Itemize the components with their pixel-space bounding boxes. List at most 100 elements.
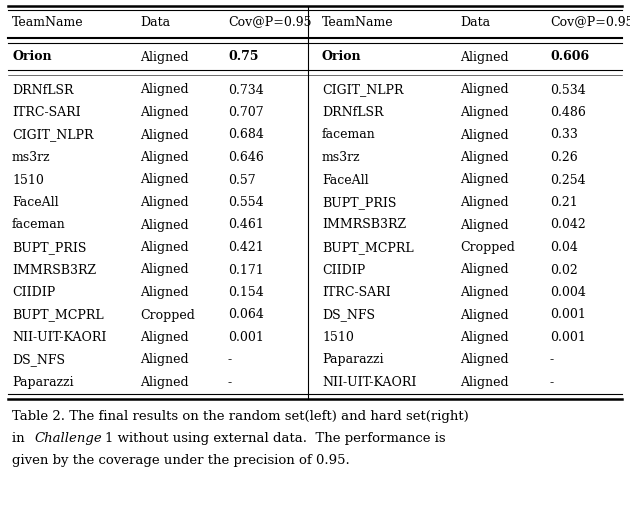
Text: DS_NFS: DS_NFS xyxy=(322,308,375,321)
Text: 0.646: 0.646 xyxy=(228,151,264,164)
Text: Aligned: Aligned xyxy=(140,331,188,344)
Text: 1 without using external data.  The performance is: 1 without using external data. The perfo… xyxy=(105,432,445,445)
Text: 0.004: 0.004 xyxy=(550,286,586,299)
Text: Data: Data xyxy=(460,16,490,29)
Text: FaceAll: FaceAll xyxy=(322,174,369,187)
Text: -: - xyxy=(550,354,554,367)
Text: Aligned: Aligned xyxy=(140,106,188,119)
Text: 1510: 1510 xyxy=(12,174,44,187)
Text: Aligned: Aligned xyxy=(460,106,508,119)
Text: FaceAll: FaceAll xyxy=(12,196,59,209)
Text: Aligned: Aligned xyxy=(140,264,188,277)
Text: 0.461: 0.461 xyxy=(228,218,264,231)
Text: IMMRSB3RZ: IMMRSB3RZ xyxy=(12,264,96,277)
Text: 0.21: 0.21 xyxy=(550,196,578,209)
Text: Paparazzi: Paparazzi xyxy=(322,354,384,367)
Text: 0.26: 0.26 xyxy=(550,151,578,164)
Text: CIGIT_NLPR: CIGIT_NLPR xyxy=(322,84,403,97)
Text: Aligned: Aligned xyxy=(460,376,508,389)
Text: IMMRSB3RZ: IMMRSB3RZ xyxy=(322,218,406,231)
Text: Aligned: Aligned xyxy=(140,196,188,209)
Text: Aligned: Aligned xyxy=(460,354,508,367)
Text: 0.75: 0.75 xyxy=(228,50,258,63)
Text: Aligned: Aligned xyxy=(140,128,188,141)
Text: 0.606: 0.606 xyxy=(550,50,589,63)
Text: Aligned: Aligned xyxy=(460,151,508,164)
Text: ms3rz: ms3rz xyxy=(322,151,360,164)
Text: DRNfLSR: DRNfLSR xyxy=(322,106,384,119)
Text: Table 2. The final results on the random set(left) and hard set(right): Table 2. The final results on the random… xyxy=(12,410,469,423)
Text: Aligned: Aligned xyxy=(140,218,188,231)
Text: ITRC-SARI: ITRC-SARI xyxy=(322,286,391,299)
Text: in: in xyxy=(12,432,29,445)
Text: 0.254: 0.254 xyxy=(550,174,586,187)
Text: TeamName: TeamName xyxy=(12,16,84,29)
Text: 0.154: 0.154 xyxy=(228,286,264,299)
Text: DRNfLSR: DRNfLSR xyxy=(12,84,74,97)
Text: 0.707: 0.707 xyxy=(228,106,263,119)
Text: CIIDIP: CIIDIP xyxy=(12,286,55,299)
Text: 0.534: 0.534 xyxy=(550,84,586,97)
Text: NII-UIT-KAORI: NII-UIT-KAORI xyxy=(322,376,416,389)
Text: 0.57: 0.57 xyxy=(228,174,256,187)
Text: Challenge: Challenge xyxy=(34,432,102,445)
Text: Aligned: Aligned xyxy=(140,376,188,389)
Text: Aligned: Aligned xyxy=(460,196,508,209)
Text: 0.684: 0.684 xyxy=(228,128,264,141)
Text: Cropped: Cropped xyxy=(140,308,195,321)
Text: 0.001: 0.001 xyxy=(228,331,264,344)
Text: faceman: faceman xyxy=(322,128,375,141)
Text: DS_NFS: DS_NFS xyxy=(12,354,65,367)
Text: CIGIT_NLPR: CIGIT_NLPR xyxy=(12,128,93,141)
Text: 0.02: 0.02 xyxy=(550,264,578,277)
Text: Cropped: Cropped xyxy=(460,241,515,254)
Text: -: - xyxy=(550,376,554,389)
Text: 1510: 1510 xyxy=(322,331,354,344)
Text: faceman: faceman xyxy=(12,218,66,231)
Text: ms3rz: ms3rz xyxy=(12,151,50,164)
Text: ITRC-SARI: ITRC-SARI xyxy=(12,106,81,119)
Text: Orion: Orion xyxy=(12,50,52,63)
Text: Cov@P=0.95: Cov@P=0.95 xyxy=(550,16,630,29)
Text: 0.042: 0.042 xyxy=(550,218,586,231)
Text: Data: Data xyxy=(140,16,170,29)
Text: BUPT_MCPRL: BUPT_MCPRL xyxy=(322,241,414,254)
Text: -: - xyxy=(228,376,232,389)
Text: Aligned: Aligned xyxy=(140,241,188,254)
Text: 0.486: 0.486 xyxy=(550,106,586,119)
Text: Aligned: Aligned xyxy=(460,286,508,299)
Text: Aligned: Aligned xyxy=(140,286,188,299)
Text: Aligned: Aligned xyxy=(460,331,508,344)
Text: Aligned: Aligned xyxy=(460,264,508,277)
Text: Aligned: Aligned xyxy=(140,50,188,63)
Text: 0.734: 0.734 xyxy=(228,84,264,97)
Text: 0.33: 0.33 xyxy=(550,128,578,141)
Text: 0.421: 0.421 xyxy=(228,241,264,254)
Text: 0.001: 0.001 xyxy=(550,331,586,344)
Text: Aligned: Aligned xyxy=(140,151,188,164)
Text: 0.064: 0.064 xyxy=(228,308,264,321)
Text: -: - xyxy=(228,354,232,367)
Text: 0.04: 0.04 xyxy=(550,241,578,254)
Text: Aligned: Aligned xyxy=(460,50,508,63)
Text: 0.171: 0.171 xyxy=(228,264,264,277)
Text: Paparazzi: Paparazzi xyxy=(12,376,74,389)
Text: TeamName: TeamName xyxy=(322,16,394,29)
Text: BUPT_MCPRL: BUPT_MCPRL xyxy=(12,308,103,321)
Text: 0.554: 0.554 xyxy=(228,196,263,209)
Text: Aligned: Aligned xyxy=(460,174,508,187)
Text: Orion: Orion xyxy=(322,50,362,63)
Text: Aligned: Aligned xyxy=(140,174,188,187)
Text: Aligned: Aligned xyxy=(460,84,508,97)
Text: CIIDIP: CIIDIP xyxy=(322,264,365,277)
Text: BUPT_PRIS: BUPT_PRIS xyxy=(12,241,86,254)
Text: given by the coverage under the precision of 0.95.: given by the coverage under the precisio… xyxy=(12,454,350,467)
Text: Aligned: Aligned xyxy=(140,84,188,97)
Text: 0.001: 0.001 xyxy=(550,308,586,321)
Text: Aligned: Aligned xyxy=(140,354,188,367)
Text: NII-UIT-KAORI: NII-UIT-KAORI xyxy=(12,331,106,344)
Text: Aligned: Aligned xyxy=(460,308,508,321)
Text: Aligned: Aligned xyxy=(460,218,508,231)
Text: Cov@P=0.95: Cov@P=0.95 xyxy=(228,16,311,29)
Text: BUPT_PRIS: BUPT_PRIS xyxy=(322,196,396,209)
